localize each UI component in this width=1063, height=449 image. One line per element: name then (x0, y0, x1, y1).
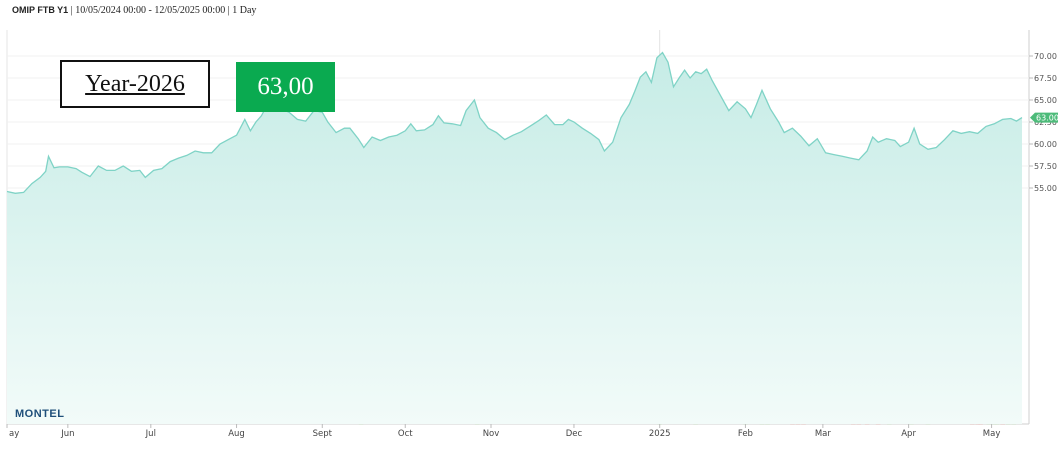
x-tick-label: Dec (566, 429, 583, 439)
price-area (6, 51, 1023, 424)
price-area-fill (7, 52, 1022, 424)
chart-header: OMIP FTB Y1 | 10/05/2024 00:00 - 12/05/2… (12, 5, 256, 16)
x-tick-label: Apr (901, 429, 916, 439)
y-tick-label: 57.50 (1034, 162, 1057, 171)
y-tick-label: 67.50 (1034, 74, 1057, 83)
last-value-label: 63.00 (1036, 114, 1059, 123)
last-value-badge (1030, 112, 1058, 123)
x-tick-label: May (983, 429, 1001, 439)
y-tick-label: 60.00 (1034, 140, 1057, 149)
x-tick-label: Oct (398, 429, 413, 439)
interval: 1 Day (232, 5, 257, 16)
y-tick-label: 70.00 (1034, 52, 1057, 61)
x-tick-label: Nov (483, 429, 500, 439)
last-value-marker: 63.00 (1030, 112, 1059, 123)
x-axis: ay Jun Jul Aug Sept Oct Nov Dec 2025 Feb Mar Apr May (6, 424, 1001, 439)
header-separator: | (70, 5, 73, 16)
header-separator: | (227, 5, 230, 16)
x-tick-label: Mar (815, 429, 832, 439)
date-range: 10/05/2024 00:00 - 12/05/2025 00:00 (75, 5, 226, 16)
x-tick-label: Sept (313, 429, 333, 439)
x-tick-label: Aug (228, 429, 245, 439)
x-tick-label: ay (9, 429, 19, 439)
x-tick-label: Jun (60, 429, 74, 439)
y-tick-label: 65.00 (1034, 96, 1057, 105)
price-line (6, 51, 1023, 194)
montel-logo: MONTEL (15, 408, 65, 420)
x-tick-label: Feb (738, 429, 753, 439)
y-tick-label: 55.00 (1034, 184, 1057, 193)
price-label: 63,00 (236, 62, 335, 112)
year-label: Year-2026 (60, 60, 210, 108)
x-tick-label: 2025 (649, 429, 671, 439)
x-tick-label: Jul (145, 429, 156, 439)
instrument-name: OMIP FTB Y1 (12, 5, 69, 15)
